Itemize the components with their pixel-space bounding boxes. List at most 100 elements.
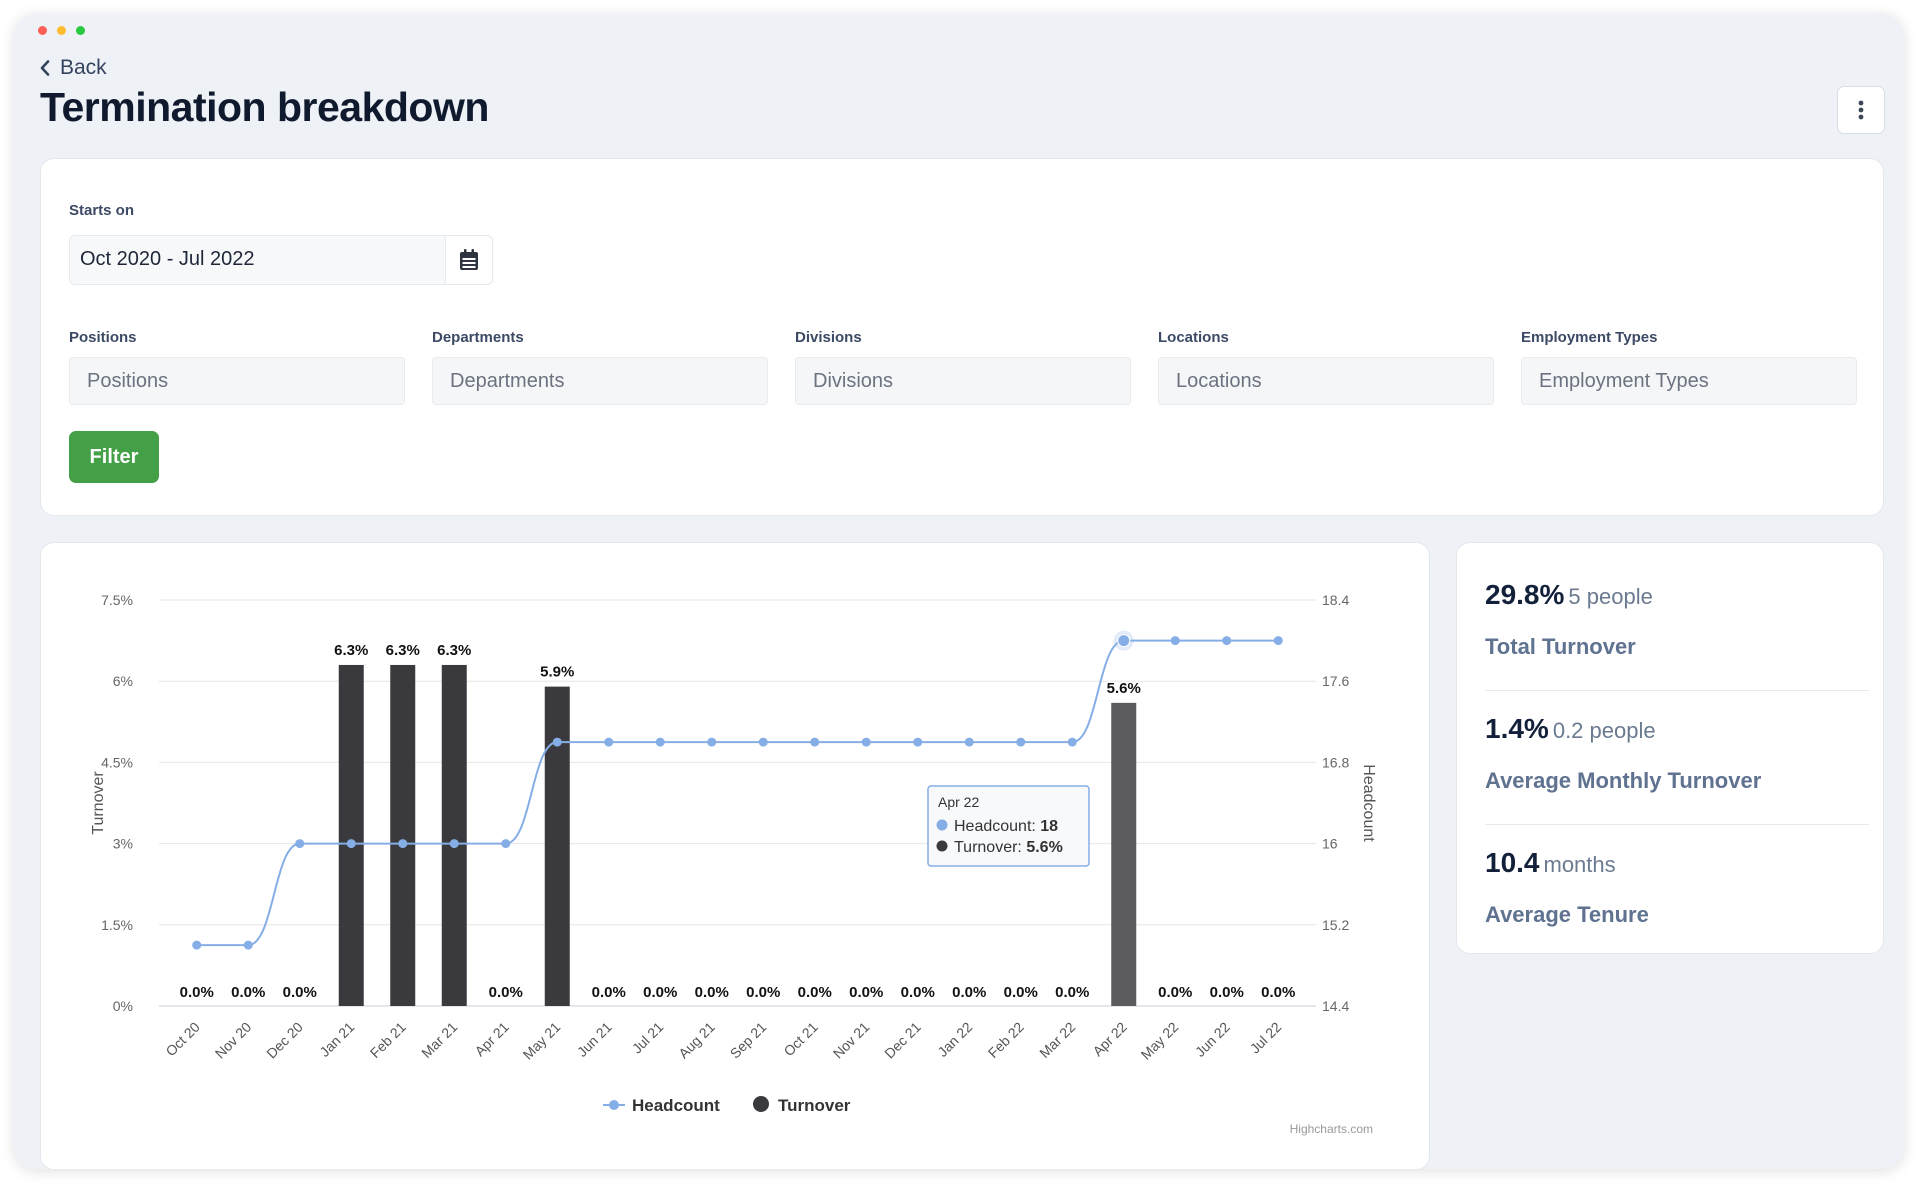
calendar-button[interactable]	[445, 236, 492, 284]
headcount-point	[810, 737, 820, 747]
divisions-input[interactable]	[795, 357, 1131, 405]
y-right-tick-label: 18.4	[1322, 592, 1349, 608]
back-link[interactable]: Back	[40, 56, 107, 80]
tooltip-headcount-value: 18	[1040, 818, 1058, 835]
bar-data-label: 5.9%	[540, 664, 574, 681]
tooltip-turnover-marker	[936, 840, 948, 852]
y-left-tick-label: 7.5%	[101, 592, 133, 608]
x-tick-label: Dec 21	[881, 1019, 924, 1062]
x-tick-label: Mar 21	[418, 1019, 460, 1061]
average-monthly-turnover-label: Average Monthly Turnover	[1485, 768, 1762, 793]
employment-types-input[interactable]	[1521, 357, 1857, 405]
headcount-point	[964, 737, 974, 747]
y-right-tick-label: 16.8	[1322, 754, 1349, 770]
headcount-point	[758, 737, 768, 747]
turnover-bar	[338, 664, 364, 1006]
bar-data-label: 0.0%	[849, 984, 883, 1001]
positions-label: Positions	[69, 329, 137, 346]
x-tick-label: May 22	[1138, 1019, 1182, 1063]
turnover-headcount-chart: 0.0% 0.0% 0.0% 6.3% 6.3% 6.3% 0.0% 5.9% 0.0% 0.0%…	[90, 592, 1377, 1136]
more-options-button[interactable]	[1837, 86, 1885, 134]
employment-types-label: Employment Types	[1521, 329, 1658, 346]
app-window: Back Termination breakdown Starts on Oct…	[14, 14, 1904, 1169]
stats-card: 29.8% 5 people Total Turnover 1.4% 0.2 peo…	[1456, 542, 1884, 954]
back-label: Back	[60, 56, 107, 79]
chart-tooltip	[927, 785, 1090, 867]
headcount-point	[449, 839, 459, 849]
tooltip-turnover-label: Turnover: 5.6%	[954, 839, 1063, 856]
x-tick-label: Jun 22	[1192, 1019, 1233, 1060]
tooltip-turnover-value: 5.6%	[1026, 839, 1062, 856]
bar-data-label: 6.3%	[386, 642, 420, 659]
total-turnover-stat: 29.8% 5 people	[1485, 579, 1653, 611]
x-tick-label: Sep 21	[727, 1019, 770, 1062]
bar-data-label: 0.0%	[1210, 984, 1244, 1001]
headcount-point	[1117, 634, 1131, 648]
y-left-tick-label: 4.5%	[101, 754, 133, 770]
x-tick-label: Nov 21	[830, 1019, 873, 1062]
headcount-point	[1222, 636, 1232, 646]
positions-input[interactable]	[69, 357, 405, 405]
departments-input[interactable]	[432, 357, 768, 405]
y-left-tick-label: 3%	[113, 836, 133, 852]
average-tenure-value: 10.4	[1485, 847, 1540, 878]
bar-data-label: 0.0%	[1158, 984, 1192, 1001]
turnover-bar	[390, 664, 416, 1006]
headcount-point	[346, 839, 356, 849]
locations-input[interactable]	[1158, 357, 1494, 405]
tooltip-category: Apr 22	[938, 794, 979, 810]
total-turnover-unit: 5 people	[1568, 584, 1653, 609]
stats-divider	[1485, 824, 1869, 825]
close-window-icon[interactable]	[38, 26, 47, 35]
bar-data-label: 0.0%	[231, 984, 265, 1001]
tooltip-headcount-marker	[936, 819, 948, 831]
legend-turnover-label: Turnover	[778, 1096, 851, 1115]
average-monthly-turnover-value: 1.4%	[1485, 713, 1549, 744]
tooltip-headcount-label: Headcount: 18	[954, 818, 1058, 835]
headcount-point	[243, 940, 253, 950]
headcount-point	[295, 839, 305, 849]
headcount-point	[604, 737, 614, 747]
y-left-tick-label: 0%	[113, 998, 133, 1014]
x-tick-label: Mar 22	[1036, 1019, 1078, 1061]
x-tick-label: Jul 21	[629, 1019, 667, 1057]
average-tenure-stat: 10.4 months	[1485, 847, 1616, 879]
filter-button[interactable]: Filter	[69, 431, 159, 483]
average-tenure-unit: months	[1543, 852, 1616, 877]
minimize-window-icon[interactable]	[57, 26, 66, 35]
x-tick-label: Feb 21	[367, 1019, 409, 1061]
turnover-bar	[441, 664, 467, 1006]
headcount-point	[398, 839, 408, 849]
bar-data-label: 0.0%	[283, 984, 317, 1001]
bar-data-label: 0.0%	[952, 984, 986, 1001]
chart-credits: Highcharts.com	[1290, 1122, 1373, 1136]
headcount-point	[1016, 737, 1026, 747]
x-tick-label: Aug 21	[675, 1019, 718, 1062]
bar-data-label: 0.0%	[489, 984, 523, 1001]
x-tick-label: Jun 21	[574, 1019, 615, 1060]
bar-data-label: 0.0%	[1055, 984, 1089, 1001]
x-tick-label: Oct 20	[162, 1019, 203, 1060]
bar-data-label: 0.0%	[695, 984, 729, 1001]
date-range-value: Oct 2020 - Jul 2022	[80, 248, 255, 270]
bar-data-label: 0.0%	[746, 984, 780, 1001]
date-range-input[interactable]: Oct 2020 - Jul 2022	[69, 235, 493, 285]
headcount-point	[861, 737, 871, 747]
x-tick-label: May 21	[520, 1019, 564, 1063]
filter-card: Starts on Oct 2020 - Jul 2022 Positions …	[40, 158, 1884, 516]
y-right-tick-label: 14.4	[1322, 998, 1349, 1014]
maximize-window-icon[interactable]	[76, 26, 85, 35]
bar-data-label: 0.0%	[798, 984, 832, 1001]
y-right-tick-label: 15.2	[1322, 917, 1349, 933]
departments-label: Departments	[432, 329, 524, 346]
stats-divider	[1485, 690, 1869, 691]
vertical-dots-icon	[1858, 100, 1864, 120]
headcount-line	[196, 639, 1279, 947]
headcount-point	[1170, 636, 1180, 646]
y-left-tick-label: 6%	[113, 673, 133, 689]
chevron-left-icon	[40, 60, 50, 76]
y-right-axis-title: Headcount	[1360, 764, 1377, 842]
turnover-bar	[1111, 702, 1137, 1006]
headcount-point	[552, 737, 562, 747]
total-turnover-value: 29.8%	[1485, 579, 1565, 610]
